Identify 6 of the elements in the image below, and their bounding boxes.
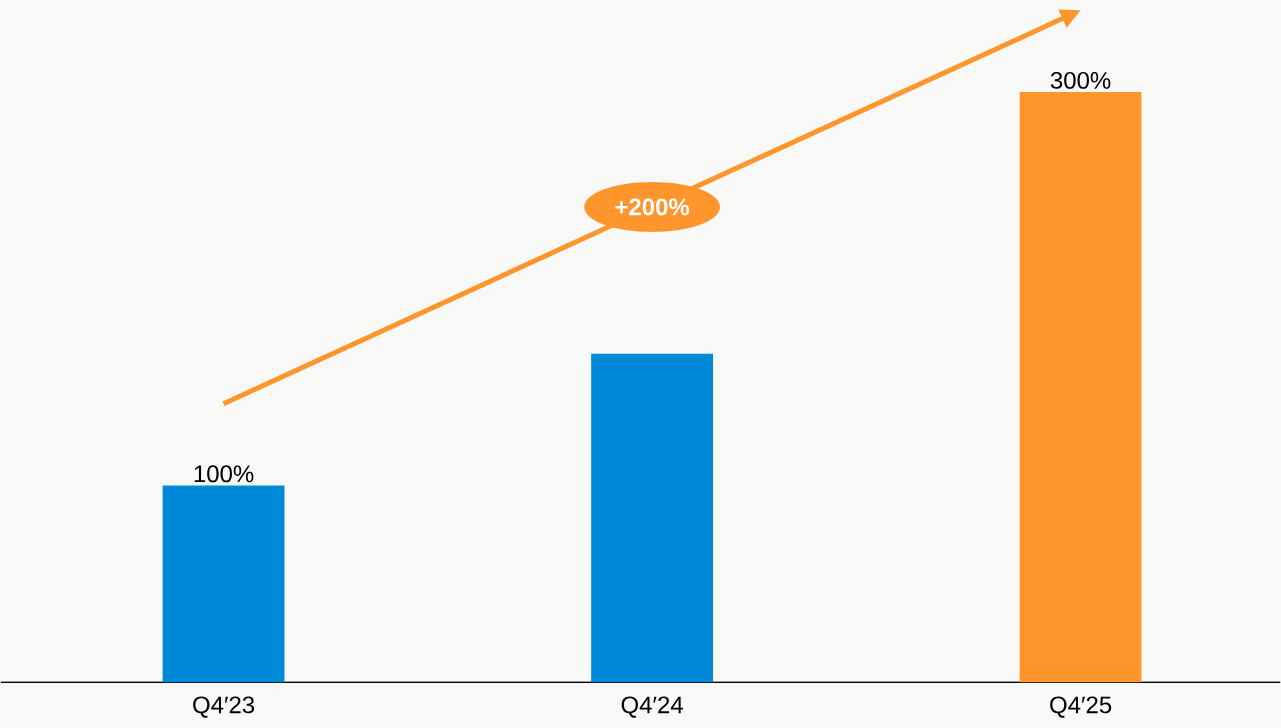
data-label: 300%: [1050, 71, 1111, 89]
data-label: 100%: [194, 465, 254, 483]
x-tick-label: Q4′25: [1050, 696, 1112, 718]
x-tick-label: Q4′23: [193, 696, 255, 718]
x-tick-label: Q4′24: [621, 696, 683, 718]
annotation: +200%: [615, 198, 690, 216]
